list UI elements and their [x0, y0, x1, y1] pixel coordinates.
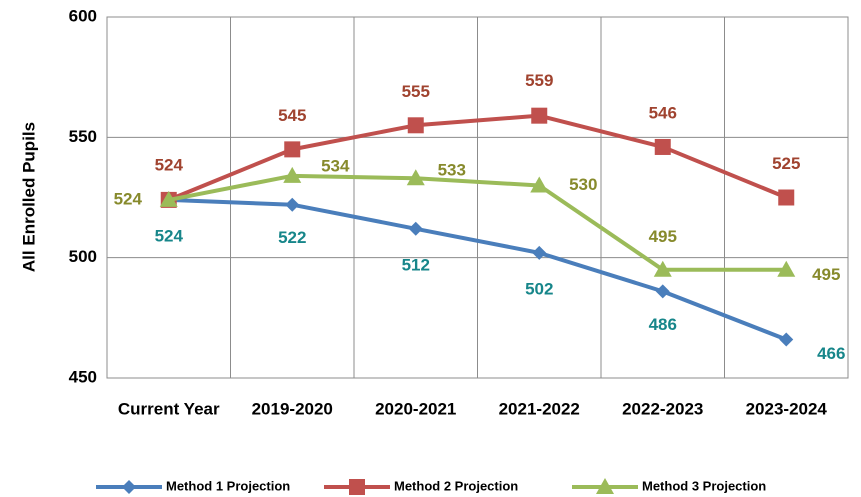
marker — [530, 176, 549, 193]
legend-marker — [349, 479, 365, 495]
data-label: 522 — [278, 228, 306, 247]
marker — [655, 284, 670, 299]
data-label: 495 — [812, 265, 840, 284]
marker — [779, 332, 794, 347]
legend-marker — [122, 480, 136, 494]
legend-marker — [596, 478, 614, 494]
data-label: 502 — [525, 279, 553, 298]
x-tick-label: 2022-2023 — [622, 399, 703, 418]
marker — [407, 117, 424, 134]
series — [159, 166, 796, 277]
y-tick-label: 550 — [69, 127, 97, 146]
marker — [778, 189, 795, 206]
data-label: 555 — [402, 82, 430, 101]
marker — [283, 166, 302, 183]
legend-label: Method 2 Projection — [394, 478, 518, 493]
marker — [284, 141, 301, 158]
series-line — [168, 197, 787, 342]
data-label: 524 — [155, 226, 184, 245]
marker — [654, 138, 671, 155]
data-label: 486 — [649, 315, 677, 334]
data-label: 534 — [321, 156, 350, 175]
marker — [777, 260, 796, 277]
data-label: 530 — [569, 175, 597, 194]
data-label: 546 — [649, 103, 677, 122]
y-axis-label: All Enrolled Pupils — [19, 122, 38, 272]
series-line — [167, 113, 788, 202]
plot-border — [106, 16, 849, 379]
data-label: 525 — [772, 154, 800, 173]
marker — [531, 107, 548, 124]
data-label: 533 — [438, 161, 466, 180]
marker — [653, 260, 672, 277]
data-label: 495 — [649, 227, 677, 246]
data-label: 559 — [525, 71, 553, 90]
y-tick-label: 450 — [69, 367, 97, 386]
x-tick-label: Current Year — [118, 399, 220, 418]
x-tick-label: 2023-2024 — [746, 399, 828, 418]
x-tick-label: 2019-2020 — [252, 399, 333, 418]
marker — [406, 169, 425, 186]
data-label: 512 — [402, 255, 430, 274]
y-tick-label: 600 — [69, 6, 97, 25]
marker — [285, 197, 300, 212]
y-tick-label: 500 — [69, 247, 97, 266]
marker — [159, 190, 178, 207]
data-label: 524 — [155, 155, 184, 174]
marker — [532, 245, 547, 260]
legend-label: Method 3 Projection — [642, 478, 766, 493]
marker — [408, 221, 423, 236]
x-tick-label: 2021-2022 — [499, 399, 580, 418]
data-label: 545 — [278, 106, 306, 125]
data-label: 466 — [817, 344, 845, 363]
data-label: 524 — [114, 189, 143, 208]
series-line — [168, 173, 787, 272]
x-tick-label: 2020-2021 — [375, 399, 456, 418]
legend-label: Method 1 Projection — [166, 478, 290, 493]
